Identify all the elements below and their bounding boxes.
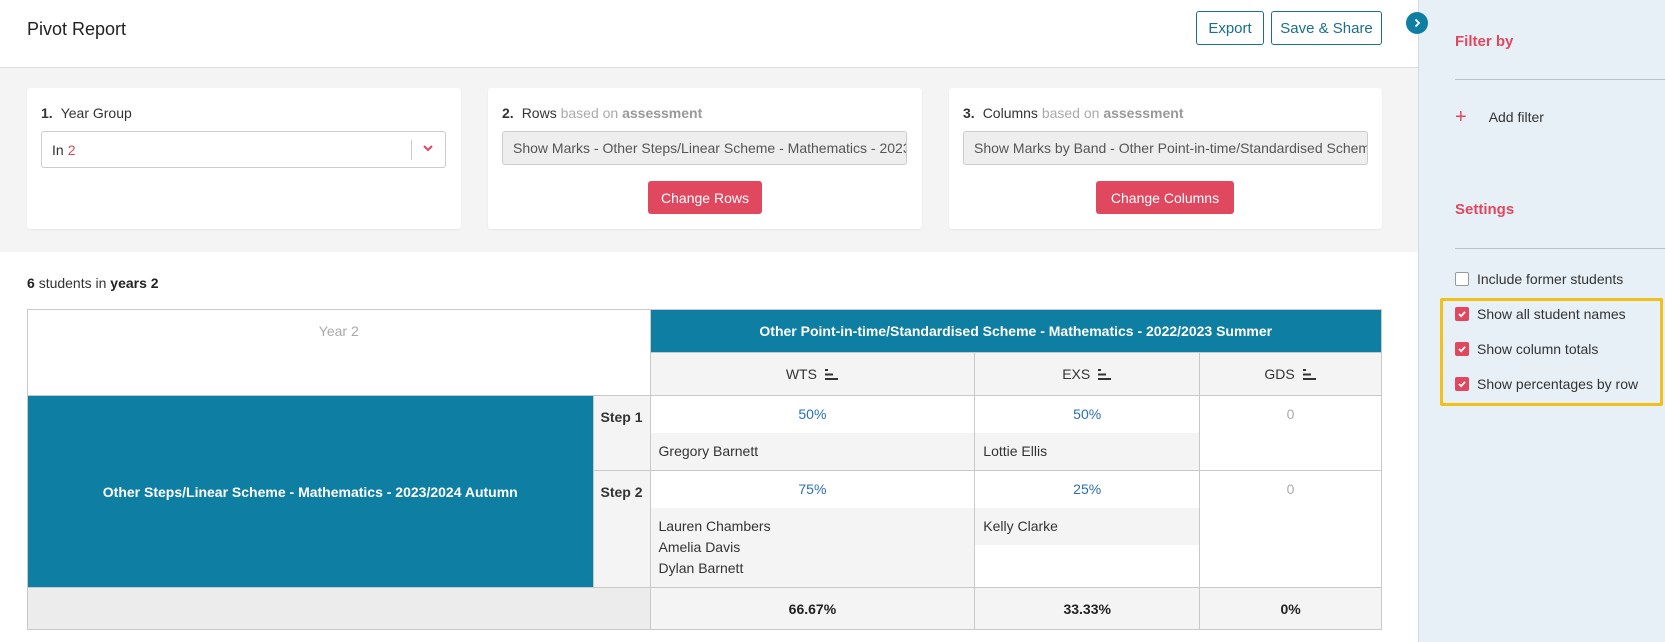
add-filter-button[interactable]: + Add filter <box>1455 106 1544 128</box>
save-share-button[interactable]: Save & Share <box>1271 11 1382 45</box>
export-button[interactable]: Export <box>1196 11 1264 45</box>
student-name: Lottie Ellis <box>983 443 1048 459</box>
summary-text: students in <box>38 275 107 291</box>
highlight-box <box>1440 298 1663 406</box>
select-prefix: In <box>52 141 64 158</box>
chevron-down-icon[interactable] <box>421 141 435 155</box>
setting-label: Show all student names <box>1477 306 1626 322</box>
setting-label: Show column totals <box>1477 341 1599 357</box>
column-total: 33.33% <box>974 587 1201 630</box>
cell-percentage[interactable]: 50% <box>650 396 975 433</box>
cell-percentage[interactable]: 25% <box>975 471 1200 508</box>
column-total: 0% <box>1199 587 1382 630</box>
student-name: Dylan Barnett <box>658 560 744 576</box>
column-total: 66.67% <box>649 587 976 630</box>
settings-heading: Settings <box>1455 201 1515 218</box>
columns-card: 3. Columns based on assessment Show Marks… <box>949 88 1382 229</box>
show-all-student-names-setting[interactable]: Show all student names <box>1455 306 1626 322</box>
sort-icon[interactable] <box>1098 369 1112 380</box>
cell-names: Lottie Ellis <box>975 433 1200 470</box>
pivot-cell: 25% Kelly Clarke <box>974 470 1201 588</box>
chevron-right-icon <box>1414 18 1421 28</box>
change-rows-button[interactable]: Change Rows <box>648 181 762 214</box>
year-group-summary: years 2 <box>110 275 159 291</box>
year-group-label: Year Group <box>60 105 132 121</box>
cell-names: Kelly Clarke <box>975 508 1200 545</box>
cell-percentage[interactable]: 50% <box>975 396 1200 433</box>
step-number: 2. <box>502 105 514 121</box>
check-icon <box>1458 346 1466 353</box>
student-name: Kelly Clarke <box>983 518 1058 534</box>
page-title: Pivot Report <box>27 19 127 39</box>
step-number: 3. <box>963 105 975 121</box>
rows-card: 2. Rows based on assessment Show Marks - … <box>488 88 922 229</box>
student-name: Gregory Barnett <box>658 443 759 459</box>
divider <box>1455 248 1665 249</box>
setting-label: Include former students <box>1477 271 1624 287</box>
sort-icon[interactable] <box>824 369 839 380</box>
band-header-exs[interactable]: EXS <box>974 352 1201 396</box>
cell-percentage: 0 <box>1200 471 1381 508</box>
show-column-totals-setting[interactable]: Show column totals <box>1455 341 1598 357</box>
checkbox[interactable] <box>1455 272 1469 286</box>
plus-icon: + <box>1455 106 1467 128</box>
band-label: WTS <box>785 366 817 382</box>
band-label: GDS <box>1264 366 1295 382</box>
column-scheme-header: Other Point-in-time/Standardised Scheme … <box>649 309 1383 353</box>
assessment-text: assessment <box>1103 105 1184 121</box>
rows-value-field: Show Marks - Other Steps/Linear Scheme -… <box>502 131 907 165</box>
select-divider <box>411 140 412 160</box>
student-name: Lauren Chambers <box>658 518 771 534</box>
collapse-sidebar-button[interactable] <box>1406 12 1428 34</box>
totals-label-cell <box>27 587 651 630</box>
settings-sidebar: Filter by + Add filter Settings Include … <box>1418 0 1665 642</box>
based-on-text: based on <box>1041 105 1100 121</box>
setting-label: Show percentages by row <box>1477 376 1639 392</box>
checkbox[interactable] <box>1455 342 1469 356</box>
pivot-cell: 50% Lottie Ellis <box>974 395 1201 471</box>
sort-icon[interactable] <box>1302 369 1317 380</box>
cell-names: Gregory Barnett <box>650 433 975 470</box>
based-on-text: based on <box>560 105 619 121</box>
check-icon <box>1458 311 1466 318</box>
cell-names: Lauren Chambers Amelia Davis Dylan Barne… <box>650 508 975 587</box>
checkbox[interactable] <box>1455 307 1469 321</box>
row-scheme-header: Other Steps/Linear Scheme - Mathematics … <box>27 395 594 588</box>
pivot-cell: 0 <box>1199 395 1382 471</box>
corner-label: Year 2 <box>27 309 651 396</box>
select-value: 2 <box>67 141 76 158</box>
include-former-students-setting[interactable]: Include former students <box>1455 271 1623 287</box>
step-header: Step 1 <box>592 395 651 471</box>
band-label: EXS <box>1062 366 1091 382</box>
cell-percentage: 0 <box>1200 396 1381 433</box>
step-number: 1. <box>41 105 53 121</box>
pivot-table: Year 2 Other Point-in-time/Standardised … <box>27 309 1383 630</box>
assessment-text: assessment <box>622 105 703 121</box>
check-icon <box>1458 381 1466 388</box>
pivot-cell: 0 <box>1199 470 1382 588</box>
band-header-gds[interactable]: GDS <box>1199 352 1382 396</box>
main-area: Pivot Report Export Save & Share 1. Year … <box>0 0 1418 630</box>
filter-heading: Filter by <box>1455 33 1514 50</box>
pivot-cell: 75% Lauren Chambers Amelia Davis Dylan B… <box>649 470 976 588</box>
cell-percentage[interactable]: 75% <box>650 471 975 508</box>
show-percentages-by-row-setting[interactable]: Show percentages by row <box>1455 376 1638 392</box>
columns-label: Columns <box>982 105 1038 121</box>
students-summary: 6 students in years 2 <box>27 275 159 291</box>
checkbox[interactable] <box>1455 377 1469 391</box>
page-header: Pivot Report Export Save & Share <box>0 0 1418 68</box>
year-group-card: 1. Year Group In 2 <box>27 88 461 229</box>
step-header: Step 2 <box>592 470 651 588</box>
student-count: 6 <box>27 275 35 291</box>
rows-label: Rows <box>521 105 557 121</box>
band-header-wts[interactable]: WTS <box>649 352 976 396</box>
student-name: Amelia Davis <box>658 539 741 555</box>
config-panel: 1. Year Group In 2 2. Rows based on assessm… <box>0 68 1418 252</box>
pivot-cell: 50% Gregory Barnett <box>649 395 976 471</box>
change-columns-button[interactable]: Change Columns <box>1096 181 1234 214</box>
add-filter-label: Add filter <box>1488 109 1544 125</box>
divider <box>1455 79 1665 80</box>
year-group-select[interactable]: In 2 <box>41 131 446 168</box>
columns-value-field: Show Marks by Band - Other Point-in-time… <box>963 131 1368 165</box>
